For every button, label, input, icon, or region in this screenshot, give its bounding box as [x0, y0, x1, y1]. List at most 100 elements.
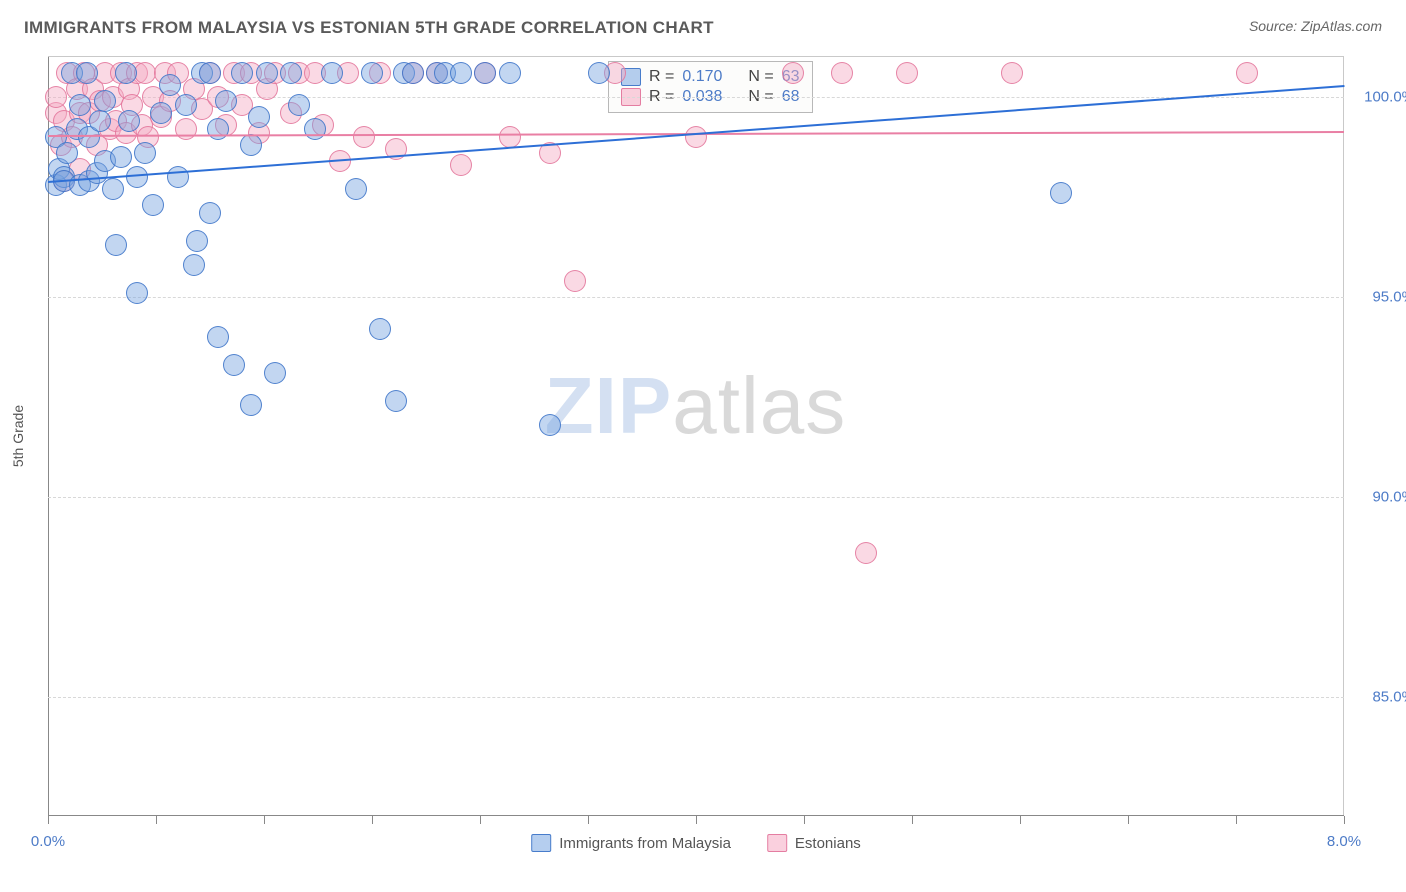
scatter-point-series-a [248, 106, 270, 128]
source-attribution: Source: ZipAtlas.com [1249, 18, 1382, 34]
source-name: ZipAtlas.com [1301, 18, 1382, 34]
xtick [156, 816, 157, 824]
ytick-label: 95.0% [1351, 289, 1406, 306]
scatter-point-series-a [240, 134, 262, 156]
scatter-point-series-b [855, 542, 877, 564]
scatter-point-series-a [385, 390, 407, 412]
scatter-point-series-b [685, 126, 707, 148]
scatter-point-series-a [118, 110, 140, 132]
watermark-part1: ZIP [545, 361, 672, 450]
scatter-point-series-a [115, 62, 137, 84]
scatter-point-series-a [280, 62, 302, 84]
scatter-point-series-b [45, 86, 67, 108]
scatter-point-series-a [94, 90, 116, 112]
scatter-point-series-a [159, 74, 181, 96]
scatter-point-series-b [175, 118, 197, 140]
scatter-point-series-a [588, 62, 610, 84]
scatter-point-series-a [142, 194, 164, 216]
chart-container: ZIPatlas R = 0.170 N = 63 R = 0.038 N = … [48, 56, 1344, 816]
legend-item-series-b: Estonians [767, 834, 861, 852]
scatter-point-series-a [126, 166, 148, 188]
xtick [804, 816, 805, 824]
legend: Immigrants from Malaysia Estonians [531, 834, 861, 852]
scatter-point-series-a [167, 166, 189, 188]
gridline-h [48, 697, 1344, 698]
watermark-part2: atlas [672, 361, 846, 450]
xtick [372, 816, 373, 824]
scatter-point-series-a [215, 90, 237, 112]
scatter-point-series-a [345, 178, 367, 200]
scatter-point-series-a [207, 118, 229, 140]
scatter-point-series-a [76, 62, 98, 84]
scatter-point-series-a [539, 414, 561, 436]
xtick [48, 816, 49, 824]
scatter-point-series-a [264, 362, 286, 384]
stats-r-value-a: 0.170 [682, 68, 722, 86]
scatter-point-series-a [102, 178, 124, 200]
scatter-point-series-a [369, 318, 391, 340]
legend-label-series-b: Estonians [795, 835, 861, 852]
scatter-point-series-b [896, 62, 918, 84]
xtick [1344, 816, 1345, 824]
xtick [1236, 816, 1237, 824]
scatter-point-series-b [831, 62, 853, 84]
scatter-point-series-a [150, 102, 172, 124]
scatter-point-series-a [183, 254, 205, 276]
scatter-point-series-a [89, 110, 111, 132]
chart-title: IMMIGRANTS FROM MALAYSIA VS ESTONIAN 5TH… [24, 18, 714, 38]
xtick-label-max: 8.0% [1327, 833, 1361, 850]
scatter-point-series-a [402, 62, 424, 84]
xtick [1020, 816, 1021, 824]
scatter-point-series-b [782, 62, 804, 84]
scatter-point-series-b [564, 270, 586, 292]
scatter-point-series-a [110, 146, 132, 168]
scatter-point-series-a [256, 62, 278, 84]
scatter-point-series-a [304, 118, 326, 140]
scatter-point-series-b [499, 126, 521, 148]
scatter-point-series-a [223, 354, 245, 376]
ytick-label: 90.0% [1351, 489, 1406, 506]
legend-swatch-b [767, 834, 787, 852]
scatter-point-series-a [199, 202, 221, 224]
ytick-label: 85.0% [1351, 689, 1406, 706]
gridline-h [48, 297, 1344, 298]
scatter-point-series-a [186, 230, 208, 252]
xtick [1128, 816, 1129, 824]
scatter-point-series-b [353, 126, 375, 148]
scatter-point-series-a [126, 282, 148, 304]
stats-row-series-a: R = 0.170 N = 63 [621, 67, 800, 87]
legend-swatch-a [531, 834, 551, 852]
scatter-point-series-a [199, 62, 221, 84]
xtick [696, 816, 697, 824]
scatter-point-series-a [1050, 182, 1072, 204]
stats-n-label-a: N = [748, 68, 773, 86]
plot-area: ZIPatlas R = 0.170 N = 63 R = 0.038 N = … [48, 56, 1344, 816]
y-axis-label: 5th Grade [10, 405, 26, 467]
source-prefix: Source: [1249, 18, 1301, 34]
xtick [480, 816, 481, 824]
scatter-point-series-a [361, 62, 383, 84]
scatter-point-series-a [450, 62, 472, 84]
scatter-point-series-a [240, 394, 262, 416]
xtick [264, 816, 265, 824]
scatter-point-series-a [69, 94, 91, 116]
gridline-h [48, 497, 1344, 498]
scatter-point-series-b [450, 154, 472, 176]
scatter-point-series-a [134, 142, 156, 164]
scatter-point-series-a [56, 142, 78, 164]
legend-item-series-a: Immigrants from Malaysia [531, 834, 731, 852]
scatter-point-series-a [231, 62, 253, 84]
scatter-point-series-a [288, 94, 310, 116]
scatter-point-series-a [207, 326, 229, 348]
xtick-label-min: 0.0% [31, 833, 65, 850]
watermark: ZIPatlas [545, 360, 846, 452]
scatter-point-series-a [105, 234, 127, 256]
xtick [588, 816, 589, 824]
ytick-label: 100.0% [1351, 89, 1406, 106]
scatter-point-series-a [474, 62, 496, 84]
scatter-point-series-a [175, 94, 197, 116]
scatter-point-series-b [1001, 62, 1023, 84]
scatter-point-series-a [321, 62, 343, 84]
xtick [912, 816, 913, 824]
scatter-point-series-a [499, 62, 521, 84]
